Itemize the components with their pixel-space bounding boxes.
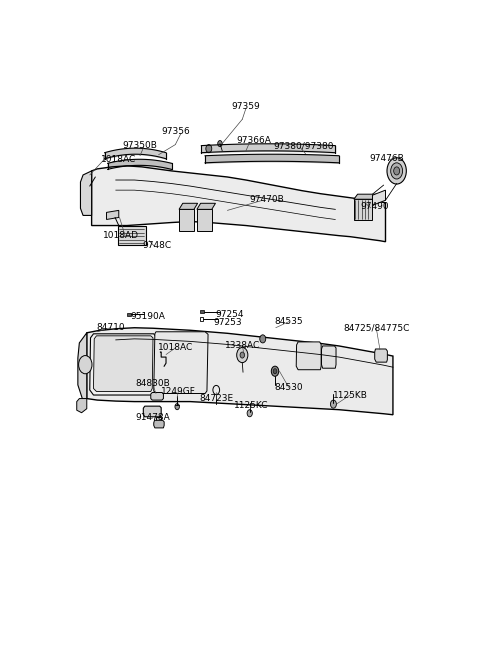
- Text: 84830B: 84830B: [135, 379, 169, 388]
- FancyBboxPatch shape: [127, 313, 132, 315]
- Polygon shape: [179, 203, 198, 210]
- Text: 97470B: 97470B: [249, 194, 284, 204]
- Polygon shape: [179, 210, 194, 231]
- Circle shape: [247, 410, 252, 417]
- Polygon shape: [197, 210, 212, 231]
- Polygon shape: [197, 203, 216, 210]
- Polygon shape: [144, 406, 161, 417]
- Text: 1125KB: 1125KB: [333, 390, 368, 399]
- FancyBboxPatch shape: [200, 317, 203, 321]
- Polygon shape: [92, 166, 385, 242]
- Polygon shape: [296, 342, 321, 370]
- Text: 97253: 97253: [213, 318, 242, 327]
- Text: 84710: 84710: [96, 323, 124, 332]
- Polygon shape: [154, 332, 208, 394]
- Text: 84725/84775C: 84725/84775C: [343, 323, 409, 332]
- Text: 1249GF: 1249GF: [161, 387, 196, 396]
- Text: 84723E: 84723E: [199, 394, 233, 403]
- Polygon shape: [77, 399, 87, 413]
- Circle shape: [394, 167, 400, 175]
- Polygon shape: [81, 171, 92, 215]
- Polygon shape: [322, 346, 336, 368]
- Polygon shape: [78, 333, 87, 399]
- Circle shape: [240, 352, 244, 358]
- Text: 84530: 84530: [275, 383, 303, 392]
- Text: 95190A: 95190A: [130, 312, 165, 321]
- Polygon shape: [354, 199, 372, 221]
- Circle shape: [237, 348, 248, 363]
- Polygon shape: [156, 417, 161, 423]
- Text: 1018AD: 1018AD: [103, 231, 139, 240]
- Text: 97490: 97490: [360, 202, 389, 211]
- Text: 97366A: 97366A: [236, 136, 271, 145]
- Text: 1338AC: 1338AC: [225, 342, 260, 350]
- Text: 97359: 97359: [232, 102, 260, 111]
- FancyBboxPatch shape: [200, 310, 204, 313]
- Circle shape: [218, 141, 222, 147]
- Polygon shape: [90, 334, 156, 395]
- Circle shape: [330, 400, 336, 408]
- Polygon shape: [107, 210, 119, 219]
- Polygon shape: [151, 392, 163, 400]
- Polygon shape: [154, 420, 164, 428]
- Polygon shape: [354, 194, 376, 199]
- Polygon shape: [372, 190, 385, 205]
- Text: 97476B: 97476B: [369, 154, 404, 164]
- Circle shape: [273, 369, 277, 374]
- Text: 1018AC: 1018AC: [158, 344, 193, 352]
- Text: 1018AC: 1018AC: [101, 155, 136, 164]
- Polygon shape: [87, 328, 393, 415]
- Text: 9748C: 9748C: [142, 241, 171, 250]
- Circle shape: [175, 403, 180, 410]
- Circle shape: [387, 158, 407, 184]
- Circle shape: [271, 366, 279, 376]
- Text: 91478A: 91478A: [135, 413, 169, 422]
- Circle shape: [79, 355, 92, 374]
- Circle shape: [391, 163, 403, 179]
- Polygon shape: [118, 225, 145, 245]
- Text: 97380/97380: 97380/97380: [274, 141, 334, 150]
- Circle shape: [206, 145, 212, 152]
- Text: 97356: 97356: [161, 127, 190, 137]
- Polygon shape: [375, 349, 387, 362]
- Text: 1125KC: 1125KC: [234, 401, 269, 409]
- Polygon shape: [94, 336, 153, 392]
- Circle shape: [260, 335, 266, 343]
- Text: 97350B: 97350B: [122, 141, 157, 150]
- Text: 97254: 97254: [215, 309, 243, 319]
- Text: 84535: 84535: [275, 317, 303, 326]
